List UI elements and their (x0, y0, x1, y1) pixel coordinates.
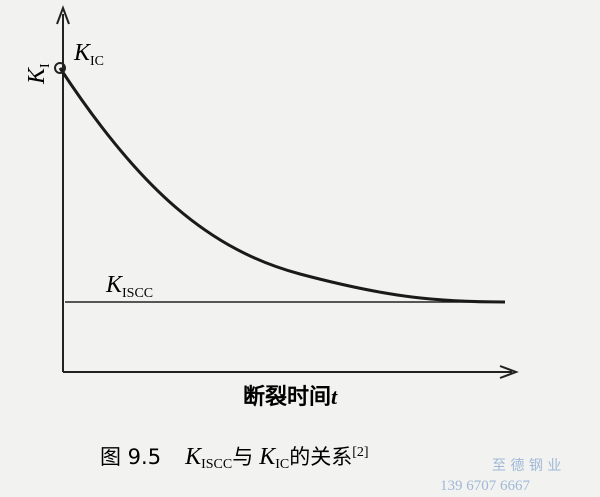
start-point (54, 62, 66, 74)
kiscc-subscript: ISCC (122, 286, 153, 301)
caption-k1: K (184, 444, 203, 470)
kic-label: KIC (73, 40, 104, 69)
y-label: KI (24, 63, 53, 85)
caption-k2: K (258, 444, 277, 470)
y-label-subscript: I (38, 63, 53, 68)
x-label: 断裂时间t (243, 384, 338, 410)
y-arrow (56, 5, 70, 25)
caption-mid: 与 (232, 445, 253, 469)
caption-s1: ISCC (201, 457, 232, 472)
y-label-symbol: K (24, 66, 50, 85)
caption-end: 的关系 (289, 445, 352, 469)
caption-number: 图 9.5 (100, 445, 161, 469)
caption-s2: IC (275, 457, 289, 472)
curve (58, 67, 506, 304)
x-label-variable: t (331, 384, 338, 409)
kic-symbol: K (73, 40, 92, 66)
x-arrow (499, 365, 519, 379)
caption-ref: [2] (352, 445, 368, 460)
kiscc-symbol: K (105, 272, 124, 298)
caption: 图 9.5 KISCC与 KIC的关系[2] (100, 444, 369, 472)
watermark-phone: 139 6707 6667 (440, 478, 531, 494)
x-label-text: 断裂时间 (243, 384, 331, 410)
kiscc-label: KISCC (105, 272, 153, 301)
watermark-company: 至 德 钢 业 (492, 458, 561, 474)
kic-subscript: IC (90, 54, 104, 69)
